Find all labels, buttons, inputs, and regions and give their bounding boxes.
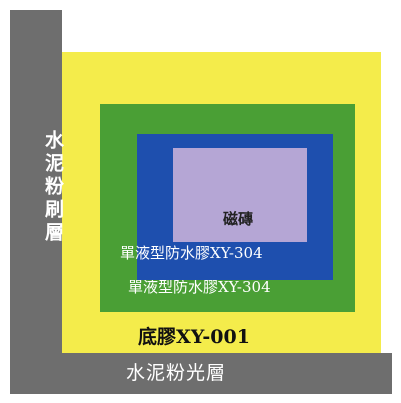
cement-plaster-wall: 水泥粉刷層 [10, 10, 64, 394]
cement-plaster-wall-label: 水泥粉刷層 [42, 130, 64, 245]
waterproof-lower-layer-label: 單液型防水膠XY-304 [128, 278, 271, 296]
waterproof-upper-layer-label: 單液型防水膠XY-304 [120, 244, 263, 262]
tile-layer-label: 磁磚 [223, 210, 254, 228]
cement-floor-layer-label: 水泥粉光層 [126, 362, 227, 384]
tile-layer: 磁磚 [173, 148, 307, 242]
cement-floor-layer: 水泥粉光層 [10, 353, 392, 394]
primer-layer-label: 底膠XY-001 [138, 326, 250, 348]
